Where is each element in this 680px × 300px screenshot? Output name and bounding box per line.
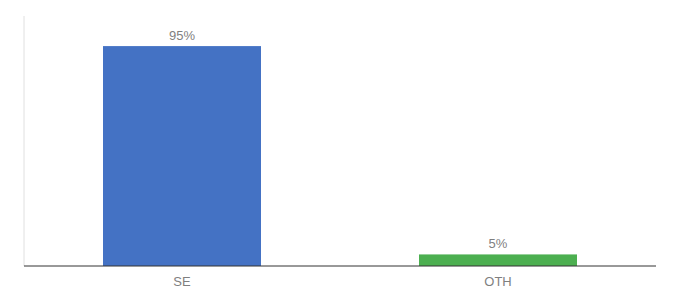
x-tick-label: SE	[173, 274, 191, 289]
chart: 95% 5% SE OTH	[0, 0, 680, 300]
bar	[419, 254, 577, 266]
data-label: 5%	[489, 236, 508, 251]
data-label: 95%	[169, 28, 195, 43]
plot-frame	[24, 16, 25, 266]
chart-container: 95% 5% SE OTH	[0, 0, 680, 300]
x-axis-line	[24, 266, 656, 267]
bars	[103, 46, 577, 266]
bar	[103, 46, 261, 266]
x-tick-label: OTH	[484, 274, 511, 289]
